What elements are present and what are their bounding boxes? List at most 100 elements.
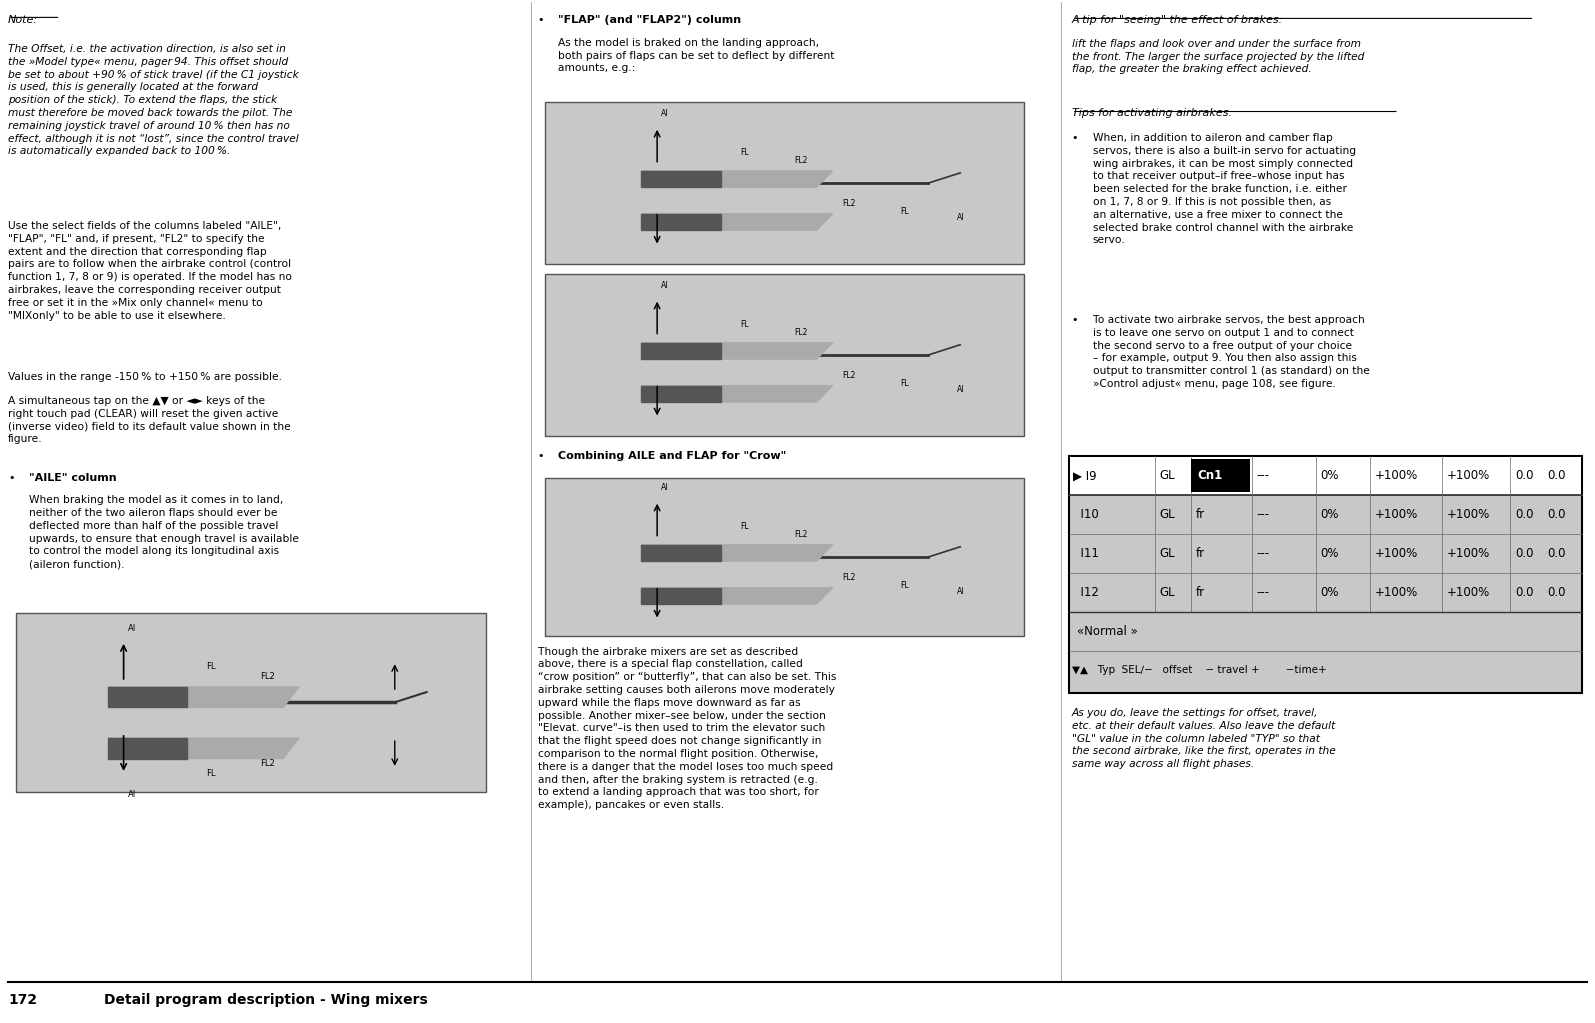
Text: FL: FL: [740, 522, 750, 531]
Text: To activate two airbrake servos, the best approach
is to leave one servo on outp: To activate two airbrake servos, the bes…: [1093, 315, 1370, 389]
Text: FL2: FL2: [260, 759, 274, 768]
Text: 0.0: 0.0: [1547, 508, 1566, 521]
Text: When, in addition to aileron and camber flap
servos, there is also a built-in se: When, in addition to aileron and camber …: [1093, 133, 1356, 246]
FancyBboxPatch shape: [545, 102, 1024, 264]
Polygon shape: [641, 171, 721, 187]
Text: Combining AILE and FLAP for "Crow": Combining AILE and FLAP for "Crow": [558, 451, 786, 461]
Text: Though the airbrake mixers are set as described
above, there is a special flap c: Though the airbrake mixers are set as de…: [538, 647, 836, 810]
Text: 0.0: 0.0: [1515, 508, 1534, 521]
Text: FL2: FL2: [842, 371, 855, 380]
Text: •: •: [1072, 315, 1078, 325]
Text: FL2: FL2: [842, 573, 855, 582]
Text: 0.0: 0.0: [1547, 470, 1566, 482]
Text: FL: FL: [900, 380, 909, 388]
Text: •: •: [538, 451, 544, 461]
Text: FL: FL: [207, 769, 215, 779]
Text: FL: FL: [207, 662, 215, 671]
Text: 0%: 0%: [1321, 547, 1340, 560]
Text: •: •: [8, 473, 14, 483]
Text: AI: AI: [662, 483, 668, 492]
Text: ---: ---: [1257, 508, 1270, 521]
Text: Use the select fields of the columns labeled "AILE",
"FLAP", "FL" and, if presen: Use the select fields of the columns lab…: [8, 221, 292, 320]
Text: ---: ---: [1257, 470, 1270, 482]
Text: 0.0: 0.0: [1547, 547, 1566, 560]
Text: GL: GL: [1160, 470, 1176, 482]
Text: A tip for "seeing" the effect of brakes:: A tip for "seeing" the effect of brakes:: [1072, 15, 1284, 26]
Polygon shape: [641, 588, 721, 604]
Polygon shape: [641, 545, 721, 562]
Polygon shape: [108, 687, 188, 708]
Text: GL: GL: [1160, 547, 1176, 560]
Polygon shape: [641, 545, 833, 562]
Text: "AILE" column: "AILE" column: [29, 473, 116, 483]
Text: lift the flaps and look over and under the surface from
the front. The larger th: lift the flaps and look over and under t…: [1072, 39, 1364, 75]
Polygon shape: [108, 739, 300, 759]
Text: AI: AI: [662, 109, 668, 118]
Text: +100%: +100%: [1375, 508, 1418, 521]
Text: 0.0: 0.0: [1547, 586, 1566, 598]
Text: Detail program description - Wing mixers: Detail program description - Wing mixers: [104, 993, 427, 1008]
Text: •: •: [1072, 133, 1078, 143]
Polygon shape: [108, 687, 300, 708]
Text: FL: FL: [900, 208, 909, 216]
Text: As you do, leave the settings for offset, travel,
etc. at their default values. : As you do, leave the settings for offset…: [1072, 708, 1335, 769]
Text: AI: AI: [662, 281, 668, 290]
Text: As the model is braked on the landing approach,
both pairs of flaps can be set t: As the model is braked on the landing ap…: [558, 38, 834, 74]
Text: +100%: +100%: [1447, 470, 1490, 482]
Text: GL: GL: [1160, 508, 1176, 521]
Text: ---: ---: [1257, 586, 1270, 598]
Text: +100%: +100%: [1447, 586, 1490, 598]
FancyBboxPatch shape: [16, 613, 486, 792]
Text: 0.0: 0.0: [1515, 470, 1534, 482]
Text: FL2: FL2: [794, 157, 807, 165]
Text: FL: FL: [740, 320, 750, 328]
Text: fr: fr: [1196, 586, 1206, 598]
Text: When braking the model as it comes in to land,
neither of the two aileron flaps : When braking the model as it comes in to…: [29, 495, 298, 569]
Text: FL2: FL2: [842, 199, 855, 208]
Polygon shape: [641, 588, 833, 604]
Text: ---: ---: [1257, 547, 1270, 560]
Text: Tips for activating airbrakes:: Tips for activating airbrakes:: [1072, 108, 1231, 119]
Text: FL2: FL2: [260, 672, 274, 681]
Text: Note:: Note:: [8, 15, 38, 26]
Text: +100%: +100%: [1447, 547, 1490, 560]
Text: fr: fr: [1196, 547, 1206, 560]
Text: 0%: 0%: [1321, 586, 1340, 598]
Text: ▶ I9: ▶ I9: [1073, 470, 1097, 482]
Text: AI: AI: [957, 214, 963, 222]
Text: Values in the range -150 % to +150 % are possible.: Values in the range -150 % to +150 % are…: [8, 372, 282, 383]
Text: GL: GL: [1160, 586, 1176, 598]
Text: Cn1: Cn1: [1198, 470, 1223, 482]
Text: «Normal »: «Normal »: [1077, 625, 1137, 637]
Text: The Offset, i.e. the activation direction, is also set in
the »Model type« menu,: The Offset, i.e. the activation directio…: [8, 44, 298, 157]
FancyBboxPatch shape: [1069, 456, 1582, 693]
Polygon shape: [641, 386, 833, 402]
Text: +100%: +100%: [1447, 508, 1490, 521]
Text: 0.0: 0.0: [1515, 547, 1534, 560]
Text: •: •: [538, 15, 544, 26]
Text: +100%: +100%: [1375, 470, 1418, 482]
Polygon shape: [108, 739, 188, 759]
Polygon shape: [641, 386, 721, 402]
Text: ▼▲   Typ  SEL∕−   offset    − travel +        −time+: ▼▲ Typ SEL∕− offset − travel + −time+: [1072, 665, 1327, 675]
Text: FL: FL: [900, 581, 909, 590]
Polygon shape: [641, 343, 833, 359]
Text: FL2: FL2: [794, 530, 807, 539]
Text: 172: 172: [8, 993, 37, 1008]
FancyBboxPatch shape: [1070, 457, 1581, 494]
Text: AI: AI: [957, 587, 963, 596]
Polygon shape: [641, 171, 833, 187]
Text: AI: AI: [128, 790, 136, 799]
Text: 0%: 0%: [1321, 470, 1340, 482]
Polygon shape: [641, 214, 833, 230]
Text: AI: AI: [128, 624, 136, 633]
Text: I10: I10: [1073, 508, 1099, 521]
Text: +100%: +100%: [1375, 586, 1418, 598]
Text: I12: I12: [1073, 586, 1099, 598]
Text: FL: FL: [740, 148, 750, 157]
Text: "FLAP" (and "FLAP2") column: "FLAP" (and "FLAP2") column: [558, 15, 742, 26]
Text: 0%: 0%: [1321, 508, 1340, 521]
FancyBboxPatch shape: [545, 274, 1024, 436]
Text: I11: I11: [1073, 547, 1099, 560]
Text: fr: fr: [1196, 508, 1206, 521]
